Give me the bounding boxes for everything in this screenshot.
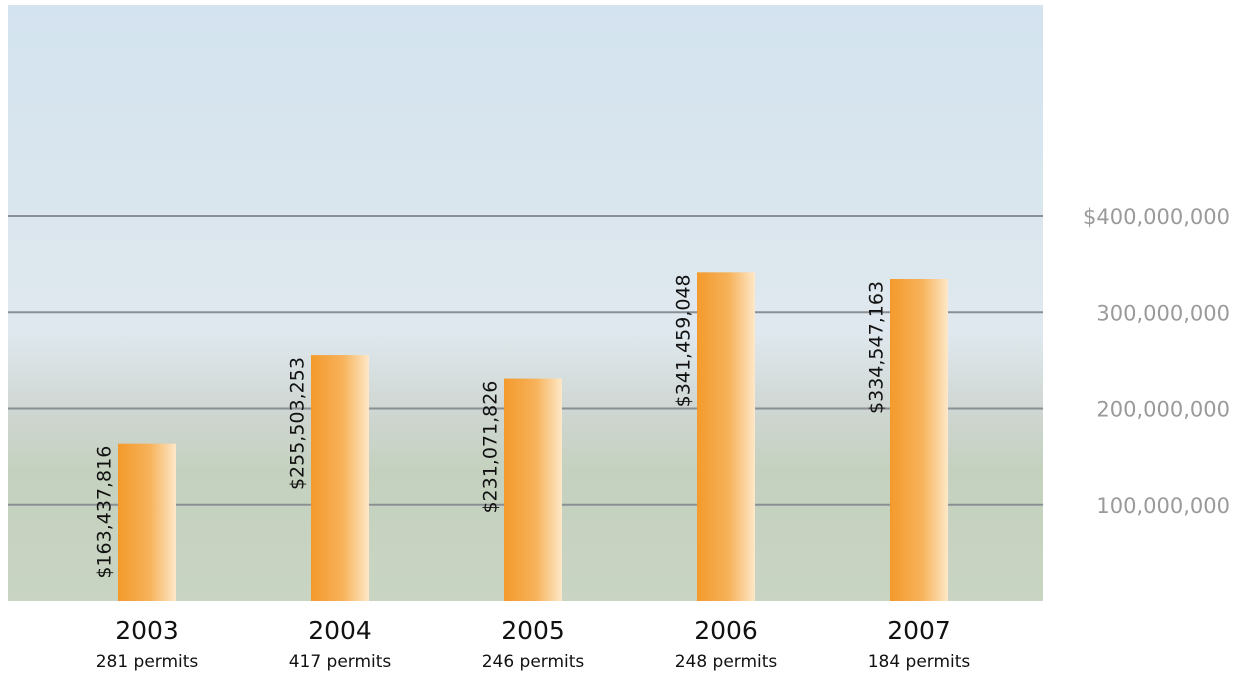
- y-tick-label: 100,000,000: [1096, 494, 1230, 518]
- value-label: $334,547,163: [866, 281, 888, 414]
- x-tick-sublabel: 248 permits: [675, 652, 778, 672]
- bar: [118, 443, 176, 601]
- y-tick-label: $400,000,000: [1083, 205, 1230, 229]
- value-label: $341,459,048: [673, 274, 695, 407]
- y-tick-label: 300,000,000: [1096, 301, 1230, 325]
- value-label: $255,503,253: [287, 357, 309, 490]
- bar: [311, 355, 369, 601]
- x-tick-sublabel: 246 permits: [482, 652, 585, 672]
- bar: [697, 272, 755, 601]
- x-tick-sublabel: 184 permits: [868, 652, 971, 672]
- value-label: $231,071,826: [480, 381, 502, 514]
- value-label: $163,437,816: [94, 446, 116, 579]
- x-tick-sublabel: 417 permits: [289, 652, 392, 672]
- bar: [890, 278, 948, 601]
- x-tick-label: 2006: [694, 616, 758, 645]
- x-tick-label: 2003: [115, 616, 179, 645]
- x-tick-label: 2005: [501, 616, 565, 645]
- x-tick-label: 2004: [308, 616, 372, 645]
- bar: [504, 378, 562, 601]
- y-tick-label: 200,000,000: [1096, 398, 1230, 422]
- x-tick-sublabel: 281 permits: [96, 652, 199, 672]
- x-tick-label: 2007: [887, 616, 951, 645]
